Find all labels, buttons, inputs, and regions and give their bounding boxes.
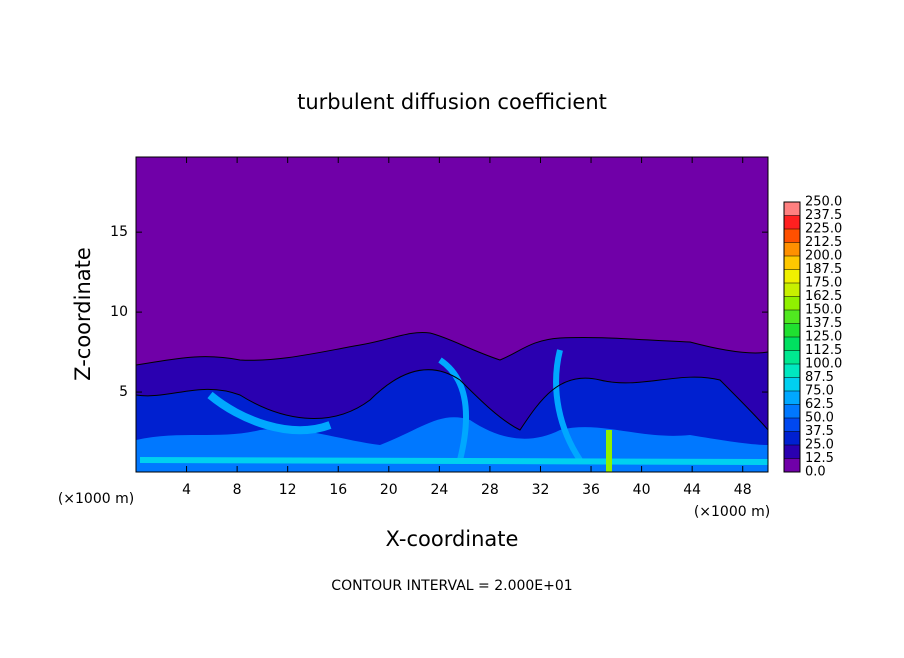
x-tick-label: 24 (430, 482, 448, 498)
colorbar-band (784, 377, 800, 391)
colorbar-band (784, 215, 800, 229)
colorbar-band (784, 256, 800, 270)
plot-frame (135, 156, 769, 473)
x-tick-label: 36 (582, 482, 600, 498)
colorbar-band (784, 202, 800, 216)
colorbar-band (784, 323, 800, 337)
colorbar-label: 50.0 (805, 411, 834, 426)
colorbar-label: 25.0 (805, 438, 834, 453)
x-tick-label: 16 (329, 482, 347, 498)
colorbar-label: 212.5 (805, 235, 842, 250)
colorbar-label: 200.0 (805, 249, 842, 264)
colorbar-band (784, 418, 800, 432)
colorbar-label: 150.0 (805, 303, 842, 318)
colorbar-label: 250.0 (805, 195, 842, 210)
footer: CONTOUR INTERVAL = 2.000E+01 (331, 578, 572, 594)
colorbar-band (784, 404, 800, 418)
field (136, 331, 768, 472)
x-axis-label: X-coordinate (386, 527, 519, 551)
colorbar-label: 112.5 (805, 343, 842, 358)
y-axis-label: Z-coordinate (71, 247, 95, 381)
y-tick-label: 10 (110, 304, 128, 320)
colorbar-band (784, 269, 800, 283)
colorbar-band (784, 283, 800, 297)
colorbar-label: 100.0 (805, 357, 842, 372)
field-streak (606, 430, 612, 472)
x-unit-label: (×1000 m) (694, 504, 770, 520)
colorbar-band (784, 229, 800, 243)
colorbar-band (784, 431, 800, 445)
colorbar-label: 62.5 (805, 397, 834, 412)
colorbar-label: 37.5 (805, 424, 834, 439)
field-streak (438, 357, 469, 461)
colorbar-label: 0.0 (805, 465, 826, 480)
colorbar-label: 12.5 (805, 451, 834, 466)
field-streak (139, 457, 768, 465)
colorbar-band (784, 242, 800, 256)
colorbar-band (784, 337, 800, 351)
colorbar-band (784, 458, 800, 472)
colorbar-label: 225.0 (805, 222, 842, 237)
colorbar-band (784, 391, 800, 405)
colorbar-label: 137.5 (805, 316, 842, 331)
x-tick-label: 28 (481, 482, 499, 498)
colorbar-label: 125.0 (805, 330, 842, 345)
x-tick-label: 32 (532, 482, 550, 498)
chart-title: turbulent diffusion coefficient (297, 90, 607, 114)
x-tick-label: 12 (279, 482, 297, 498)
field-streak (207, 391, 332, 435)
x-tick-label: 20 (380, 482, 398, 498)
x-tick-label: 40 (633, 482, 651, 498)
colorbar-label: 87.5 (805, 370, 834, 385)
colorbar-label: 187.5 (805, 262, 842, 277)
x-tick-label: 48 (734, 482, 752, 498)
x-unit-label: (×1000 m) (58, 491, 134, 507)
colorbar-label: 237.5 (805, 208, 842, 223)
colorbar-band (784, 310, 800, 324)
colorbar-label: 175.0 (805, 276, 842, 291)
colorbar-label: 162.5 (805, 289, 842, 304)
colorbar-band (784, 296, 800, 310)
y-tick-label: 15 (110, 224, 128, 240)
field-streak (553, 349, 583, 462)
colorbar-label: 75.0 (805, 384, 834, 399)
colorbar-band (784, 364, 800, 378)
colorbar-band (784, 350, 800, 364)
colorbar-band (784, 445, 800, 459)
y-tick-label: 5 (119, 384, 128, 400)
contour-line (136, 369, 768, 431)
x-tick-label: 44 (683, 482, 701, 498)
x-tick-label: 8 (233, 482, 242, 498)
contour-line (136, 331, 768, 366)
x-tick-label: 4 (182, 482, 191, 498)
